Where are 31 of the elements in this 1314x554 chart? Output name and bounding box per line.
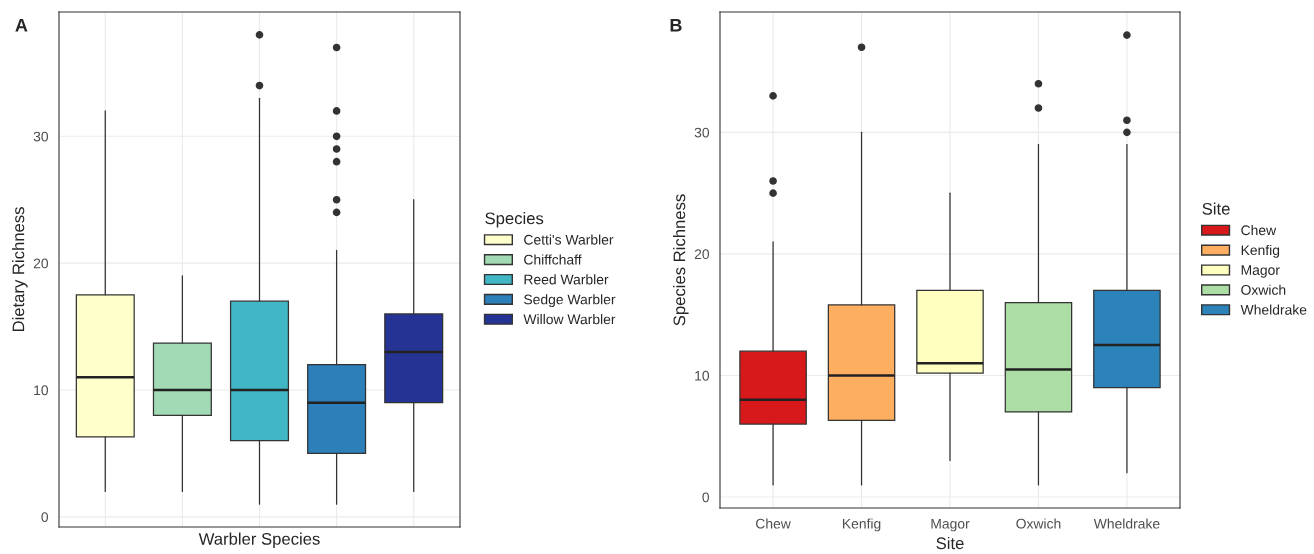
legend-label: Chiffchaff xyxy=(524,254,582,265)
legend-label: Oxwich xyxy=(1241,284,1286,295)
legend-label: Magor xyxy=(1241,265,1280,278)
y-tick-label: 20 xyxy=(33,258,49,269)
y-tick-label: 30 xyxy=(33,131,49,142)
legend-label: Cetti's Warbler xyxy=(524,234,614,245)
y-tick-label: 10 xyxy=(695,370,710,381)
x-tick-label: Oxwich xyxy=(1016,518,1061,529)
legend-label: Reed Warbler xyxy=(524,274,609,285)
y-tick-label: 20 xyxy=(694,249,710,260)
y-tick-label: 0 xyxy=(702,492,710,503)
chart-title: A xyxy=(15,19,28,32)
legend-title: Species xyxy=(485,212,544,228)
x-axis-title: Warbler Species xyxy=(198,532,320,549)
y-tick-label: 10 xyxy=(34,385,49,396)
legend-label: Sedge Warbler xyxy=(524,294,616,308)
legend-title: Site xyxy=(1202,202,1230,215)
y-tick-label: 0 xyxy=(41,512,49,523)
x-tick-label: Kenfig xyxy=(842,518,881,532)
x-tick-label: Chew xyxy=(756,518,791,529)
y-axis-title: Species Richness xyxy=(673,194,689,326)
legend-label: Chew xyxy=(1241,224,1277,236)
chart-title: B xyxy=(670,19,682,32)
legend-label: Kenfig xyxy=(1241,244,1280,258)
y-tick-label: 30 xyxy=(694,127,710,138)
x-tick-label: Wheldrake xyxy=(1093,518,1160,529)
y-axis-title: Dietary Richness xyxy=(12,207,28,332)
x-tick-label: Magor xyxy=(931,518,970,532)
x-axis-title: Site xyxy=(936,536,964,550)
legend-label: Wheldrake xyxy=(1240,304,1307,315)
legend-label: Willow Warbler xyxy=(523,314,616,325)
